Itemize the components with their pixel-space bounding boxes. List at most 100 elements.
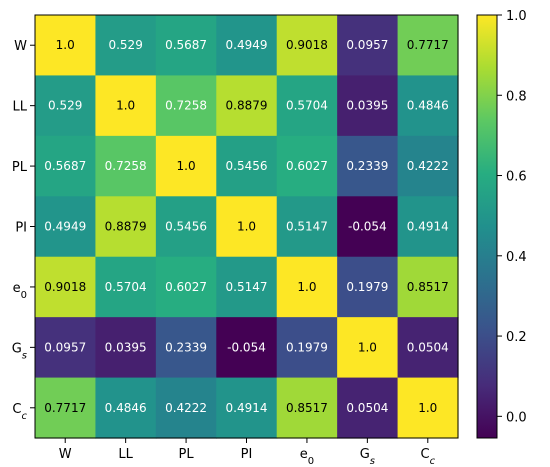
- heatmap-cell: [35, 256, 97, 318]
- y-tick-label: PI: [15, 221, 27, 236]
- cell-value-label: 1.0: [56, 38, 75, 52]
- cell-value-label: 0.4914: [407, 220, 449, 234]
- cell-value-label: 1.0: [358, 340, 377, 354]
- heatmap-cell: [155, 196, 217, 258]
- cell-value-label: 0.5147: [226, 280, 268, 294]
- heatmap-cell: [155, 256, 217, 318]
- cell-value-label: 1.0: [177, 159, 196, 173]
- heatmap-cell: [35, 135, 97, 197]
- colorbar-tick-label: 0.0: [506, 410, 527, 425]
- heatmap-cell: [397, 317, 459, 379]
- heatmap-cell: [95, 317, 157, 379]
- heatmap-cell: [337, 317, 399, 379]
- heatmap-cell: [337, 75, 399, 137]
- colorbar: [476, 14, 498, 439]
- heatmap-cell: [276, 196, 338, 258]
- cell-value-label: 0.0957: [44, 340, 86, 354]
- y-tick-label: W: [14, 39, 27, 54]
- heatmap-cell: [397, 15, 459, 77]
- heatmap-cell: [35, 377, 97, 439]
- heatmap-cell: [216, 15, 278, 77]
- cell-value-label: 1.0: [418, 401, 437, 415]
- cell-value-label: 0.4949: [226, 38, 268, 52]
- cell-value-label: 0.7258: [165, 99, 207, 113]
- cell-value-label: 0.6027: [286, 159, 328, 173]
- colorbar-tick-label: 1.0: [506, 9, 527, 24]
- heatmap-cell: [95, 256, 157, 318]
- heatmap-cell: [35, 75, 97, 137]
- cell-value-label: 0.5456: [165, 220, 207, 234]
- cell-value-label: 0.2339: [165, 340, 207, 354]
- heatmap-cell: [35, 196, 97, 258]
- cell-value-label: 0.9018: [286, 38, 328, 52]
- y-tick-label: PL: [12, 160, 28, 175]
- heatmap-cell: [276, 377, 338, 439]
- heatmap-cell: [397, 75, 459, 137]
- cell-value-label: 0.4222: [165, 401, 207, 415]
- cell-value-label: 0.7258: [105, 159, 147, 173]
- cell-value-label: 0.0957: [346, 38, 388, 52]
- cell-value-label: 0.4846: [407, 99, 449, 113]
- y-axis-ticks: W LL PL PI e0 Gs Cc: [12, 39, 35, 421]
- heatmap-cell: [95, 377, 157, 439]
- cell-value-label: 0.0504: [407, 340, 449, 354]
- cell-value-label: 0.4949: [44, 220, 86, 234]
- cell-value-label: 0.529: [48, 99, 82, 113]
- cell-value-label: 0.0504: [346, 401, 388, 415]
- heatmap-cell: [276, 135, 338, 197]
- heatmap-cell: [337, 196, 399, 258]
- cell-value-label: 0.529: [108, 38, 142, 52]
- x-tick-label: W: [59, 447, 72, 462]
- x-tick-label: Cc: [421, 447, 436, 467]
- colorbar-tick-label: 0.8: [506, 89, 527, 104]
- heatmap-cell: [397, 135, 459, 197]
- heatmap-cell: [95, 75, 157, 137]
- cell-value-label: 1.0: [297, 280, 316, 294]
- heatmap-cell: [216, 135, 278, 197]
- cell-value-label: 0.8517: [286, 401, 328, 415]
- y-tick-label: Cc: [12, 402, 27, 422]
- x-tick-label: PI: [241, 447, 253, 462]
- cell-value-label: 0.5704: [105, 280, 147, 294]
- cell-value-label: 1.0: [116, 99, 135, 113]
- colorbar-tick-label: 0.6: [506, 170, 527, 185]
- cell-value-label: 0.7717: [44, 401, 86, 415]
- heatmap-cell: [35, 317, 97, 379]
- heatmap-cell: [276, 15, 338, 77]
- heatmap-cell: [216, 317, 278, 379]
- cell-value-label: 0.4914: [226, 401, 268, 415]
- heatmap-cell: [155, 15, 217, 77]
- cell-value-label: 0.9018: [44, 280, 86, 294]
- x-tick-label: LL: [118, 447, 133, 462]
- cell-value-label: 0.5704: [286, 99, 328, 113]
- heatmap-cell: [155, 75, 217, 137]
- heatmap-cell: [216, 256, 278, 318]
- x-tick-label: PL: [179, 447, 195, 462]
- cell-value-label: 0.5687: [44, 159, 86, 173]
- heatmap-cell: [276, 317, 338, 379]
- heatmap-cell: [397, 256, 459, 318]
- cell-value-label: 1.0: [237, 220, 256, 234]
- cell-value-label: 0.4846: [105, 401, 147, 415]
- x-axis-ticks: W LL PL PI e0 Gs Cc: [59, 438, 436, 467]
- y-tick-label: LL: [13, 100, 28, 115]
- cell-value-label: 0.5147: [286, 220, 328, 234]
- heatmap-cell: [276, 256, 338, 318]
- cell-value-label: 0.8517: [407, 280, 449, 294]
- colorbar-tick-label: 0.2: [506, 330, 527, 345]
- heatmap-cell: [337, 377, 399, 439]
- heatmap-cell: [216, 377, 278, 439]
- cell-value-label: 0.5456: [226, 159, 268, 173]
- heatmap-cell: [397, 377, 459, 439]
- colorbar-ticks: 0.0 0.2 0.4 0.6 0.8 1.0: [497, 9, 527, 425]
- heatmap-cell: [95, 135, 157, 197]
- cell-value-label: 0.8879: [226, 99, 268, 113]
- cell-value-label: -0.054: [227, 340, 266, 354]
- cell-value-label: 0.7717: [407, 38, 449, 52]
- cell-value-label: 0.5687: [165, 38, 207, 52]
- heatmap-cell: [95, 196, 157, 258]
- heatmap-cell: [155, 377, 217, 439]
- cell-value-label: 0.4222: [407, 159, 449, 173]
- cell-value-label: 0.6027: [165, 280, 207, 294]
